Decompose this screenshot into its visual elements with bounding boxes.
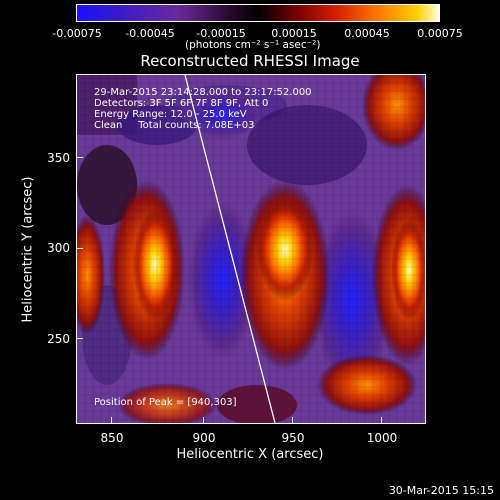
timestamp: 30-Mar-2015 15:15 (388, 484, 494, 497)
y-tick-label: 300 (47, 241, 70, 255)
solar-limb-line (184, 75, 276, 423)
colorbar-tick-label: -0.00075 (52, 27, 102, 40)
colorbar-units: (photons cm⁻² s⁻¹ asec⁻²) (185, 39, 321, 51)
x-tick-label: 950 (281, 431, 305, 445)
x-tick-mark (292, 417, 293, 424)
y-tick-label: 350 (47, 151, 70, 165)
rhessi-image-map (77, 75, 425, 423)
annotation-peak-position: Position of Peak = [940,303] (94, 397, 237, 408)
x-tick-label: 1000 (366, 431, 398, 445)
colorbar-gradient (77, 5, 439, 21)
y-tick-mark (76, 248, 83, 249)
x-tick-mark (381, 417, 382, 424)
rhessi-image: 29-Mar-2015 23:14:28.000 to 23:17:52.000… (76, 74, 426, 424)
annotation-clean-counts: Clean Total counts: 7.08E+03 (94, 120, 255, 131)
colorbar-tick-label: 0.00075 (417, 27, 463, 40)
annotation-energy-range: Energy Range: 12.0 - 25.0 keV (94, 109, 247, 120)
y-tick-label: 250 (47, 332, 70, 346)
x-tick-mark (111, 417, 112, 424)
colorbar (76, 4, 440, 22)
x-axis-label: Heliocentric X (arcsec) (176, 447, 324, 462)
y-tick-mark (76, 157, 83, 158)
x-tick-mark (203, 417, 204, 424)
plot-title: Reconstructed RHESSI Image (140, 52, 360, 70)
colorbar-tick-label: -0.00045 (125, 27, 175, 40)
colorbar-tick-label: 0.00045 (344, 27, 390, 40)
colorbar-tick-label: -0.00015 (196, 27, 246, 40)
x-tick-label: 900 (192, 431, 216, 445)
annotation-detectors: Detectors: 3F 5F 6F 7F 8F 9F, Att 0 (94, 98, 269, 109)
annotation-time-range: 29-Mar-2015 23:14:28.000 to 23:17:52.000 (94, 87, 312, 98)
colorbar-tick-label: 0.00015 (271, 27, 317, 40)
y-axis-label: Heliocentric Y (arcsec) (20, 176, 36, 323)
x-tick-label: 850 (100, 431, 124, 445)
y-tick-mark (76, 338, 83, 339)
